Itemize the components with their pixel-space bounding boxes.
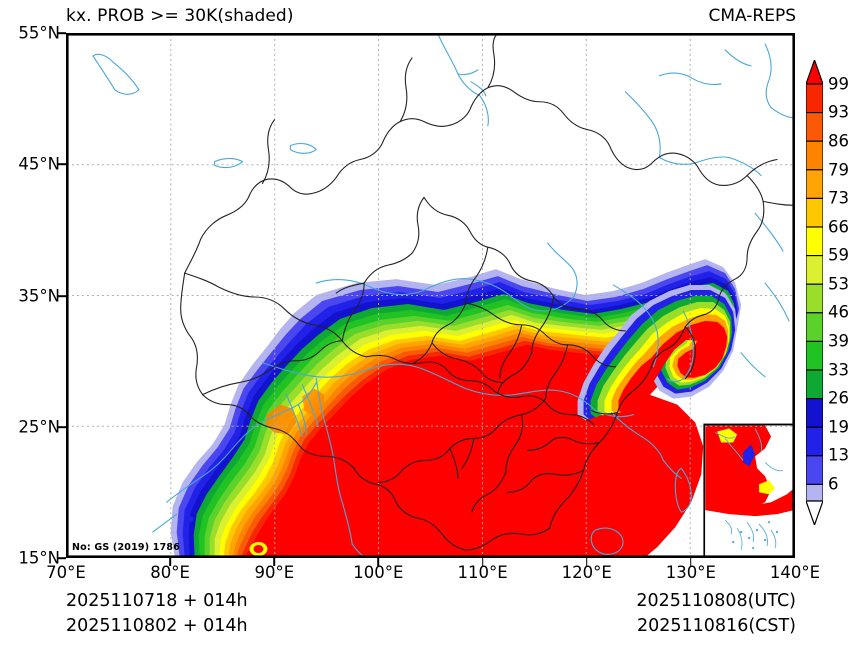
y-tick-mark-25n — [58, 426, 66, 428]
x-tick-label-80e: 80°E — [150, 563, 190, 582]
colorbar-label-6: 6 — [828, 474, 839, 494]
colorbar-label-79: 79 — [828, 160, 849, 180]
hook-core-red — [618, 320, 728, 414]
x-tick-mark-130e — [690, 558, 692, 566]
y-tick-mark-55n — [58, 32, 66, 34]
map-svg — [67, 34, 794, 557]
x-tick-label-140e: 140°E — [769, 563, 821, 582]
map-plot-area[interactable]: No: GS (2019) 1786 — [66, 33, 795, 558]
colorbar-label-13: 13 — [828, 445, 849, 465]
inset-map-south-china-sea[interactable] — [703, 423, 794, 557]
model-label: CMA-REPS — [708, 6, 796, 26]
colorbar-label-59: 59 — [828, 245, 849, 265]
y-tick-label-35n: 35°N — [18, 286, 60, 306]
footer-init-time-cst: 2025110802 + 014h — [66, 616, 248, 636]
x-tick-mark-80e — [169, 558, 171, 566]
colorbar-label-46: 46 — [828, 302, 849, 322]
y-tick-mark-45n — [58, 163, 66, 165]
x-tick-mark-110e — [481, 558, 484, 566]
coastlines-and-rivers — [92, 34, 794, 557]
x-tick-mark-90e — [273, 558, 276, 566]
colorbar-label-66: 66 — [828, 217, 849, 237]
colorbar-svg — [806, 60, 823, 525]
footer-block: 2025110718 + 014h 2025110802 + 014h 2025… — [0, 588, 860, 647]
x-tick-label-70e: 70°E — [46, 563, 86, 582]
footer-init-time-utc: 2025110718 + 014h — [66, 591, 248, 611]
x-tick-label-90e: 90°E — [254, 563, 295, 582]
colorbar-label-93: 93 — [828, 102, 849, 122]
colorbar-label-86: 86 — [828, 131, 849, 151]
colorbar-label-26: 26 — [828, 388, 849, 408]
footer-valid-time-utc: 2025110808(UTC) — [636, 591, 796, 611]
y-tick-label-55n: 55°N — [18, 23, 60, 43]
x-tick-label-110e: 110°E — [457, 563, 508, 582]
y-tick-mark-35n — [58, 295, 66, 297]
x-tick-label-120e: 120°E — [561, 563, 612, 582]
y-tick-mark-15n — [58, 557, 66, 559]
colorbar-label-73: 73 — [828, 188, 849, 208]
x-tick-label-100e: 100°E — [353, 563, 404, 582]
colorbar-extend-top — [806, 60, 823, 85]
x-tick-mark-100e — [377, 558, 380, 566]
map-gridlines — [67, 34, 794, 557]
y-axis-labels: 55°N 45°N 35°N 25°N 15°N — [0, 0, 60, 647]
y-tick-label-15n: 15°N — [18, 548, 60, 568]
colorbar-label-39: 39 — [828, 331, 849, 351]
y-tick-label-25n: 25°N — [18, 417, 60, 437]
y-tick-label-45n: 45°N — [18, 154, 60, 174]
x-tick-label-130e: 130°E — [665, 563, 716, 582]
footer-valid-time-cst: 2025110816(CST) — [636, 616, 796, 636]
colorbar-label-19: 19 — [828, 417, 849, 437]
colorbar-extend-bottom — [806, 500, 823, 525]
page-title: kx. PROB >= 30K(shaded) — [66, 6, 294, 26]
x-axis-labels: 70°E 80°E 90°E 100°E 110°E 120°E 130°E 1… — [0, 563, 860, 589]
map-watermark: No: GS (2019) 1786 — [72, 542, 181, 553]
administrative-boundaries — [180, 34, 794, 551]
probability-colorbar[interactable] — [806, 60, 823, 525]
colorbar-label-33: 33 — [828, 360, 849, 380]
colorbar-label-53: 53 — [828, 274, 849, 294]
colorbar-label-99: 99 — [828, 74, 849, 94]
x-tick-mark-120e — [585, 558, 588, 566]
